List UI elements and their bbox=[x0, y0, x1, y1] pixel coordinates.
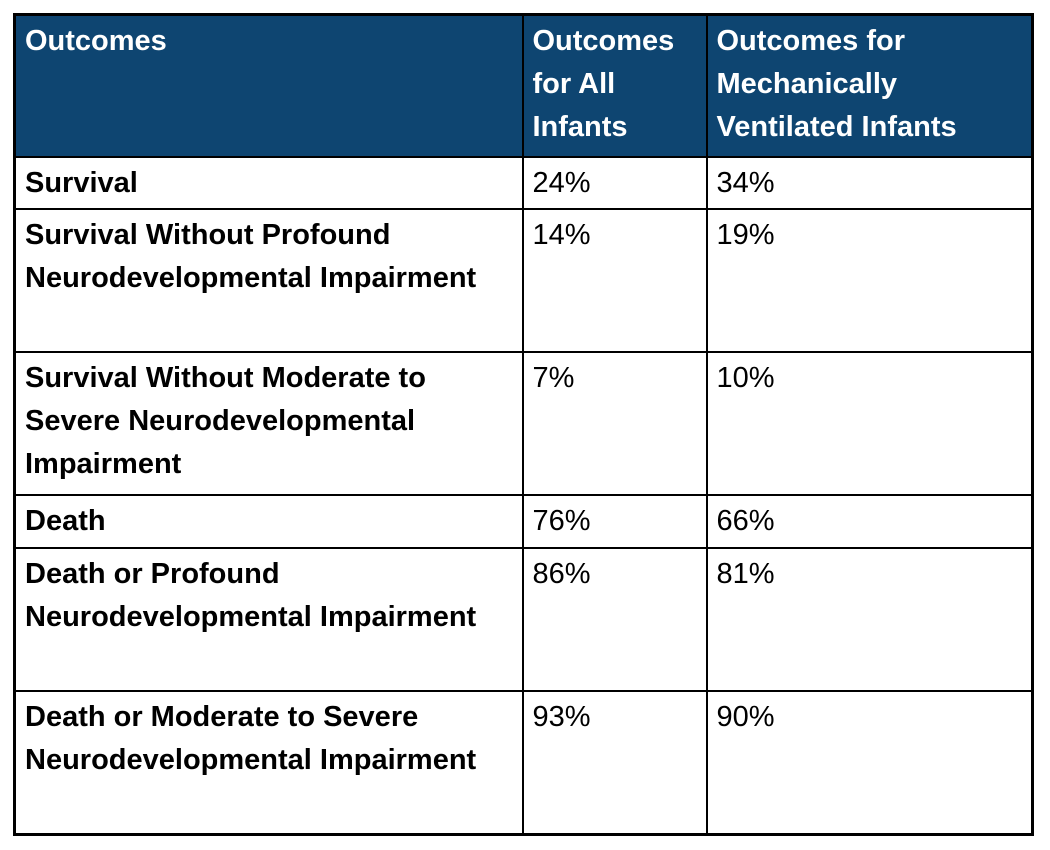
outcomes-table: Outcomes Outcomes for All Infants Outcom… bbox=[13, 13, 1034, 836]
table-row: Survival 24% 34% bbox=[13, 155, 1034, 211]
ventilated-value: 34% bbox=[705, 155, 1034, 211]
outcome-label: Survival bbox=[13, 155, 524, 211]
table-header-row: Outcomes Outcomes for All Infants Outcom… bbox=[13, 13, 1034, 158]
ventilated-value: 19% bbox=[705, 208, 1034, 354]
ventilated-value: 81% bbox=[705, 547, 1034, 693]
outcome-label: Death bbox=[13, 494, 524, 550]
table-row: Death or Moderate to Severe Neurodevelop… bbox=[13, 690, 1034, 836]
table-row: Survival Without Moderate to Severe Neur… bbox=[13, 351, 1034, 497]
column-header-ventilated-infants: Outcomes for Mechanically Ventilated Inf… bbox=[705, 13, 1034, 158]
outcome-label: Death or Profound Neurodevelopmental Imp… bbox=[13, 547, 524, 693]
ventilated-value: 66% bbox=[705, 494, 1034, 550]
all-infants-value: 93% bbox=[521, 690, 708, 836]
all-infants-value: 7% bbox=[521, 351, 708, 497]
column-header-all-infants: Outcomes for All Infants bbox=[521, 13, 708, 158]
table-row: Death 76% 66% bbox=[13, 494, 1034, 550]
outcome-label: Survival Without Profound Neurodevelopme… bbox=[13, 208, 524, 354]
outcome-label: Survival Without Moderate to Severe Neur… bbox=[13, 351, 524, 497]
all-infants-value: 86% bbox=[521, 547, 708, 693]
ventilated-value: 90% bbox=[705, 690, 1034, 836]
table-row: Death or Profound Neurodevelopmental Imp… bbox=[13, 547, 1034, 693]
outcome-label: Death or Moderate to Severe Neurodevelop… bbox=[13, 690, 524, 836]
table-row: Survival Without Profound Neurodevelopme… bbox=[13, 208, 1034, 354]
column-header-outcomes: Outcomes bbox=[13, 13, 524, 158]
ventilated-value: 10% bbox=[705, 351, 1034, 497]
all-infants-value: 14% bbox=[521, 208, 708, 354]
all-infants-value: 76% bbox=[521, 494, 708, 550]
all-infants-value: 24% bbox=[521, 155, 708, 211]
